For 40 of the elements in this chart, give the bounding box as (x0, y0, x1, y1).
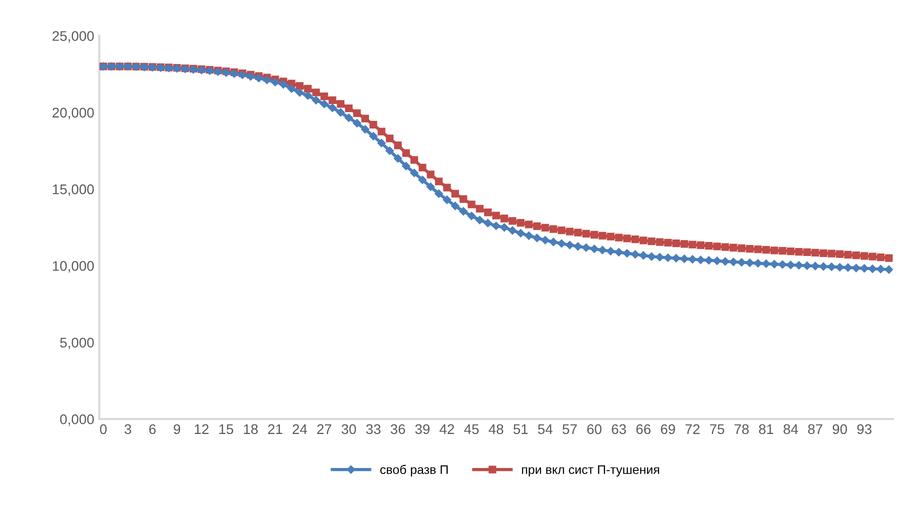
x-tick-label: 54 (538, 424, 553, 434)
x-tick-label: 33 (366, 424, 380, 434)
x-tick-label: 66 (636, 424, 651, 434)
x-tick-label: 45 (464, 424, 479, 434)
x-tick-label: 15 (219, 424, 234, 434)
x-tick-label: 39 (415, 424, 430, 434)
x-tick-label: 90 (832, 424, 847, 434)
x-tick-label: 69 (660, 424, 676, 434)
x-tick-label: 57 (562, 424, 577, 434)
x-tick-label: 60 (587, 424, 602, 434)
x-tick-label: 3 (124, 424, 132, 434)
y-tick-label: 15,000 (52, 184, 94, 196)
x-tick-label: 21 (268, 424, 282, 434)
x-tick-label: 18 (244, 424, 258, 434)
x-tick-label: 42 (440, 424, 454, 434)
x-tick-label: 36 (390, 424, 406, 434)
x-tick-label: 48 (488, 424, 504, 434)
x-tick-label: 30 (342, 424, 356, 434)
x-tick-label: 9 (174, 424, 180, 434)
x-tick-label: 6 (149, 424, 156, 434)
x-tick-label: 72 (685, 424, 700, 434)
x-tick-label: 87 (808, 424, 822, 434)
y-tick-label: 0,000 (60, 414, 94, 426)
x-tick-label: 75 (710, 424, 724, 434)
x-tick-label: 12 (194, 424, 209, 434)
legend-label: при вкл сист П-тушения (522, 465, 660, 477)
x-tick-label: 81 (759, 424, 774, 434)
x-tick-label: 0 (100, 424, 107, 434)
x-tick-label: 63 (612, 424, 626, 434)
y-tick-label: 10,000 (52, 261, 94, 273)
legend-label: своб разв П (380, 464, 448, 477)
y-tick-label: 25,000 (52, 31, 94, 43)
y-tick-label: 20,000 (52, 108, 94, 120)
x-tick-label: 84 (784, 424, 798, 434)
x-tick-label: 51 (513, 424, 528, 434)
x-tick-label: 27 (317, 424, 332, 434)
x-tick-label: 93 (857, 424, 872, 434)
x-tick-label: 24 (292, 424, 308, 434)
y-tick-label: 5,000 (60, 338, 94, 350)
x-tick-label: 78 (734, 424, 749, 434)
